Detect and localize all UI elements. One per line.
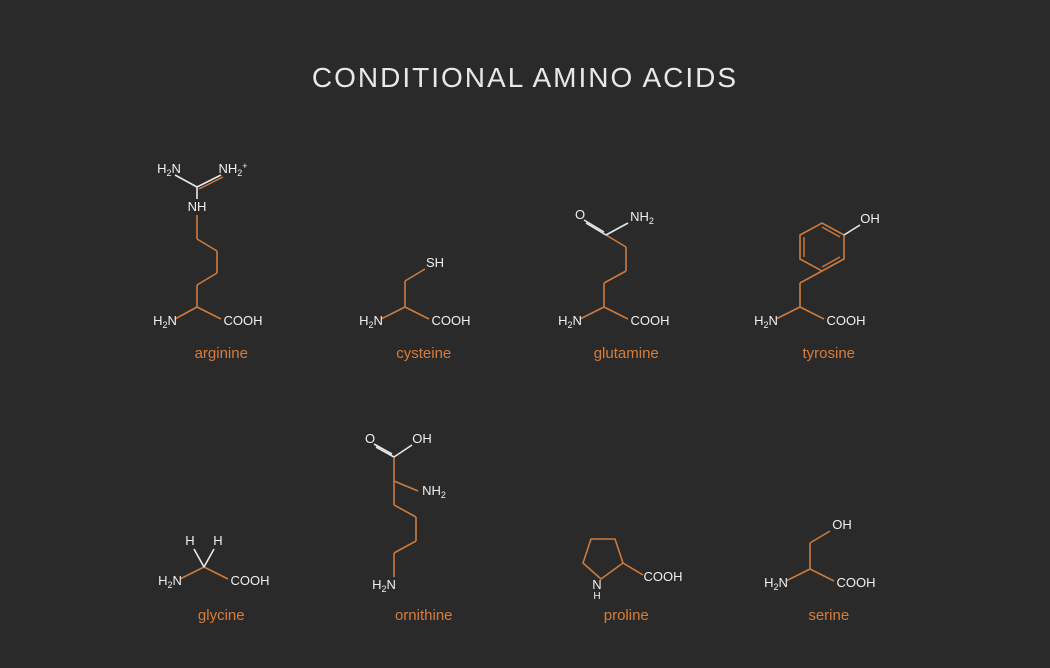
- structure-glutamine: O NH2 H2N COOH: [556, 142, 696, 337]
- svg-text:COOH: COOH: [431, 313, 470, 328]
- svg-text:COOH: COOH: [644, 569, 683, 584]
- svg-text:OH: OH: [412, 431, 432, 446]
- molecule-cell-proline: N H COOH proline: [525, 404, 728, 624]
- molecule-label: arginine: [195, 345, 248, 362]
- molecule-label: proline: [604, 607, 649, 624]
- svg-text:SH: SH: [426, 255, 444, 270]
- molecule-cell-tyrosine: OH H2N COOH tyrosine: [728, 142, 931, 362]
- molecule-cell-glutamine: O NH2 H2N COOH glutamine: [525, 142, 728, 362]
- structure-proline: N H COOH: [561, 404, 691, 599]
- svg-text:COOH: COOH: [631, 313, 670, 328]
- svg-text:COOH: COOH: [231, 573, 270, 588]
- svg-text:NH2+: NH2+: [219, 161, 248, 178]
- svg-text:OH: OH: [832, 517, 852, 532]
- svg-text:COOH: COOH: [826, 313, 865, 328]
- infographic-page: CONDITIONAL AMINO ACIDS NH: [0, 0, 1050, 668]
- svg-text:O: O: [575, 207, 585, 222]
- svg-text:H2N: H2N: [158, 573, 182, 590]
- structure-arginine: NH H2N NH2+ H2N COOH: [151, 142, 291, 337]
- molecule-cell-serine: OH H2N COOH serine: [728, 404, 931, 624]
- structure-tyrosine: OH H2N COOH: [754, 142, 904, 337]
- molecule-cell-arginine: NH H2N NH2+ H2N COOH arginine: [120, 142, 323, 362]
- molecule-cell-glycine: H H H2N COOH glycine: [120, 404, 323, 624]
- structure-glycine: H H H2N COOH: [156, 404, 286, 599]
- svg-text:H2N: H2N: [372, 577, 396, 594]
- molecule-cell-cysteine: SH H2N COOH cysteine: [323, 142, 526, 362]
- page-title: CONDITIONAL AMINO ACIDS: [312, 62, 738, 94]
- molecule-label: glycine: [198, 607, 245, 624]
- svg-text:H: H: [214, 533, 223, 548]
- svg-text:H: H: [186, 533, 195, 548]
- molecule-label: tyrosine: [802, 345, 855, 362]
- molecule-label: ornithine: [395, 607, 453, 624]
- svg-text:OH: OH: [860, 211, 880, 226]
- svg-text:H2N: H2N: [359, 313, 383, 330]
- molecule-cell-ornithine: H2N NH2 O OH orn: [323, 404, 526, 624]
- structure-ornithine: H2N NH2 O OH: [354, 404, 494, 599]
- svg-text:NH2: NH2: [422, 483, 446, 500]
- svg-text:O: O: [365, 431, 375, 446]
- molecule-label: cysteine: [396, 345, 451, 362]
- svg-text:NH: NH: [188, 199, 207, 214]
- molecule-label: serine: [808, 607, 849, 624]
- structure-serine: OH H2N COOH: [764, 404, 894, 599]
- molecule-label: glutamine: [594, 345, 659, 362]
- svg-text:NH2: NH2: [630, 209, 654, 226]
- molecule-grid: NH H2N NH2+ H2N COOH arginine: [0, 142, 1050, 624]
- svg-text:H2N: H2N: [754, 313, 778, 330]
- svg-text:H2N: H2N: [157, 161, 181, 178]
- svg-text:COOH: COOH: [224, 313, 263, 328]
- structure-cysteine: SH H2N COOH: [359, 142, 489, 337]
- svg-text:H2N: H2N: [558, 313, 582, 330]
- svg-text:H2N: H2N: [764, 575, 788, 592]
- svg-text:H2N: H2N: [153, 313, 177, 330]
- svg-text:H: H: [594, 591, 601, 599]
- svg-text:COOH: COOH: [836, 575, 875, 590]
- svg-text:N: N: [593, 577, 602, 592]
